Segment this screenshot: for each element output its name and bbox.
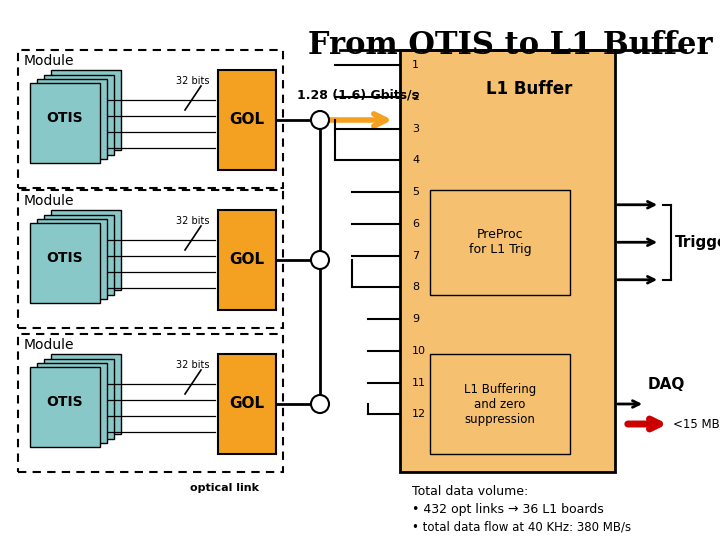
Text: From OTIS to L1 Buffer: From OTIS to L1 Buffer — [307, 30, 712, 61]
Circle shape — [311, 111, 329, 129]
Text: 3: 3 — [412, 124, 419, 133]
Text: PreProc
for L1 Trig: PreProc for L1 Trig — [469, 228, 531, 256]
Text: 2: 2 — [412, 92, 419, 102]
Text: • 432 opt links → 36 L1 boards: • 432 opt links → 36 L1 boards — [412, 503, 604, 516]
Text: GOL: GOL — [230, 112, 264, 127]
Bar — [18, 50, 283, 188]
Text: L1 Buffer: L1 Buffer — [486, 80, 572, 98]
Text: 5: 5 — [412, 187, 419, 197]
Bar — [37, 79, 107, 159]
Bar — [18, 334, 283, 472]
Bar — [51, 211, 121, 291]
Text: GOL: GOL — [230, 253, 264, 267]
Bar — [430, 354, 570, 454]
Text: 6: 6 — [412, 219, 419, 229]
Bar — [51, 354, 121, 434]
Bar — [37, 363, 107, 443]
Text: Module: Module — [24, 338, 74, 352]
Text: 32 bits: 32 bits — [176, 216, 210, 226]
Bar — [18, 190, 283, 328]
Text: OTIS: OTIS — [47, 251, 84, 265]
Text: <15 MB/s: <15 MB/s — [673, 417, 720, 430]
Bar — [44, 359, 114, 438]
Bar — [218, 70, 276, 170]
Text: 7: 7 — [412, 251, 419, 261]
Bar — [400, 50, 615, 472]
Text: 32 bits: 32 bits — [176, 360, 210, 370]
Text: 1: 1 — [412, 60, 419, 70]
Text: 11: 11 — [412, 377, 426, 388]
Text: Total data volume:: Total data volume: — [412, 485, 528, 498]
Bar — [218, 210, 276, 310]
Text: Module: Module — [24, 194, 74, 208]
Text: Module: Module — [24, 54, 74, 68]
Bar — [430, 190, 570, 295]
Bar — [51, 70, 121, 151]
Text: 10: 10 — [412, 346, 426, 356]
Bar — [30, 223, 100, 303]
Text: OTIS: OTIS — [47, 111, 84, 125]
Bar — [30, 367, 100, 447]
Text: Trigger: Trigger — [675, 235, 720, 250]
Circle shape — [311, 395, 329, 413]
Text: GOL: GOL — [230, 396, 264, 411]
Text: 12: 12 — [412, 409, 426, 420]
Bar — [44, 214, 114, 295]
Text: 1.28 (1.6) Gbits/s: 1.28 (1.6) Gbits/s — [297, 89, 419, 102]
Bar — [30, 83, 100, 163]
Bar — [37, 219, 107, 299]
Text: 9: 9 — [412, 314, 419, 324]
Circle shape — [311, 251, 329, 269]
Text: • total data flow at 40 KHz: 380 MB/s: • total data flow at 40 KHz: 380 MB/s — [412, 521, 631, 534]
Bar — [44, 75, 114, 154]
Text: DAQ: DAQ — [648, 377, 685, 392]
Text: OTIS: OTIS — [47, 395, 84, 409]
Text: 8: 8 — [412, 282, 419, 292]
Text: L1 Buffering
and zero
suppression: L1 Buffering and zero suppression — [464, 382, 536, 426]
Text: optical link: optical link — [191, 483, 259, 493]
Text: 4: 4 — [412, 156, 419, 165]
Bar — [218, 354, 276, 454]
Text: 32 bits: 32 bits — [176, 76, 210, 86]
